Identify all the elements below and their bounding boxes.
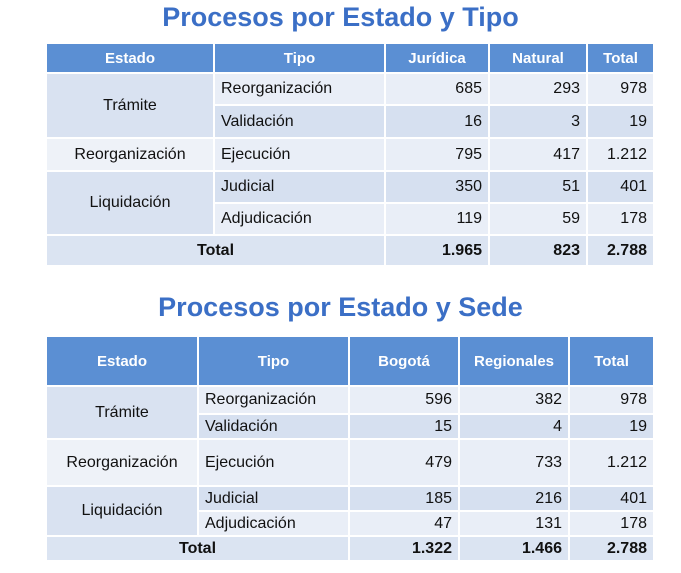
header-cell: Bogotá — [348, 335, 460, 387]
total-cell: 1.965 — [384, 234, 490, 267]
tipo-cell: Adjudicación — [213, 202, 386, 236]
total-cell: 2.788 — [586, 234, 655, 267]
number-cell: 51 — [488, 170, 588, 204]
header-cell: Estado — [45, 42, 215, 74]
number-cell: 350 — [384, 170, 490, 204]
header-row: Estado Tipo Jurídica Natural Total — [45, 42, 655, 74]
number-cell: 978 — [568, 385, 655, 415]
estado-cell: Liquidación — [45, 170, 215, 236]
total-row: Total 1.322 1.466 2.788 — [45, 535, 655, 562]
number-cell: 16 — [384, 104, 490, 139]
table-title: Procesos por Estado y Tipo — [162, 2, 519, 32]
header-cell: Estado — [45, 335, 199, 387]
number-cell: 19 — [586, 104, 655, 139]
header-cell: Tipo — [197, 335, 350, 387]
tipo-cell: Judicial — [197, 485, 350, 512]
number-cell: 293 — [488, 72, 588, 106]
number-cell: 685 — [384, 72, 490, 106]
estado-cell: Trámite — [45, 385, 199, 440]
estado-cell: Reorganización — [45, 438, 199, 487]
tipo-cell: Ejecución — [213, 137, 386, 172]
tipo-cell: Reorganización — [197, 385, 350, 415]
tipo-cell: Validación — [213, 104, 386, 139]
header-cell: Tipo — [213, 42, 386, 74]
tipo-cell: Adjudicación — [197, 510, 350, 537]
number-cell: 216 — [458, 485, 570, 512]
estado-cell: Reorganización — [45, 137, 215, 172]
number-cell: 19 — [568, 413, 655, 440]
number-cell: 185 — [348, 485, 460, 512]
table: Estado Tipo Bogotá Regionales Total Trámite Re… — [45, 335, 655, 562]
total-cell: 1.466 — [458, 535, 570, 562]
number-cell: 178 — [586, 202, 655, 236]
data-row: Liquidación Judicial 350 51 401 — [45, 170, 655, 236]
estado-cell: Liquidación — [45, 485, 199, 537]
number-cell: 596 — [348, 385, 460, 415]
number-cell: 59 — [488, 202, 588, 236]
number-cell: 479 — [348, 438, 460, 487]
tipo-cell: Reorganización — [213, 72, 386, 106]
number-cell: 119 — [384, 202, 490, 236]
header-cell: Total — [586, 42, 655, 74]
data-row: Validación 15 4 19 — [46, 413, 655, 440]
data-row: Trámite Reorganización 596 382 978 — [45, 385, 655, 440]
estado-cell: Trámite — [45, 72, 215, 139]
header-cell: Total — [568, 335, 655, 387]
number-cell: 1.212 — [568, 438, 655, 487]
data-row: Trámite Reorganización 685 293 978 — [45, 72, 655, 139]
number-cell: 978 — [586, 72, 655, 106]
number-cell: 3 — [488, 104, 588, 139]
number-cell: 131 — [458, 510, 570, 537]
total-row: Total 1.965 823 2.788 — [45, 234, 655, 267]
data-row: Adjudicación 47 131 178 — [46, 510, 655, 537]
total-label: Total — [45, 535, 350, 562]
number-cell: 15 — [348, 413, 460, 440]
number-cell: 733 — [458, 438, 570, 487]
number-cell: 47 — [348, 510, 460, 537]
total-cell: 2.788 — [568, 535, 655, 562]
data-row: Reorganización Ejecución 795 417 1.212 — [45, 137, 655, 172]
total-cell: 1.322 — [348, 535, 460, 562]
number-cell: 4 — [458, 413, 570, 440]
header-cell: Regionales — [458, 335, 570, 387]
data-row: Reorganización Ejecución 479 733 1.212 — [45, 438, 655, 487]
table: Estado Tipo Jurídica Natural Total Trámite Reo… — [45, 42, 655, 267]
header-cell: Jurídica — [384, 42, 490, 74]
data-row: Adjudicación 119 59 178 — [46, 202, 655, 236]
number-cell: 795 — [384, 137, 490, 172]
number-cell: 417 — [488, 137, 588, 172]
header-cell: Natural — [488, 42, 588, 74]
tipo-cell: Validación — [197, 413, 350, 440]
tipo-cell: Judicial — [213, 170, 386, 204]
total-cell: 823 — [488, 234, 588, 267]
tipo-cell: Ejecución — [197, 438, 350, 487]
header-row: Estado Tipo Bogotá Regionales Total — [45, 335, 655, 387]
number-cell: 401 — [586, 170, 655, 204]
number-cell: 1.212 — [586, 137, 655, 172]
number-cell: 178 — [568, 510, 655, 537]
data-row: Validación 16 3 19 — [46, 104, 655, 139]
total-label: Total — [45, 234, 386, 267]
table-title: Procesos por Estado y Sede — [158, 292, 523, 322]
data-row: Liquidación Judicial 185 216 401 — [45, 485, 655, 537]
number-cell: 401 — [568, 485, 655, 512]
number-cell: 382 — [458, 385, 570, 415]
